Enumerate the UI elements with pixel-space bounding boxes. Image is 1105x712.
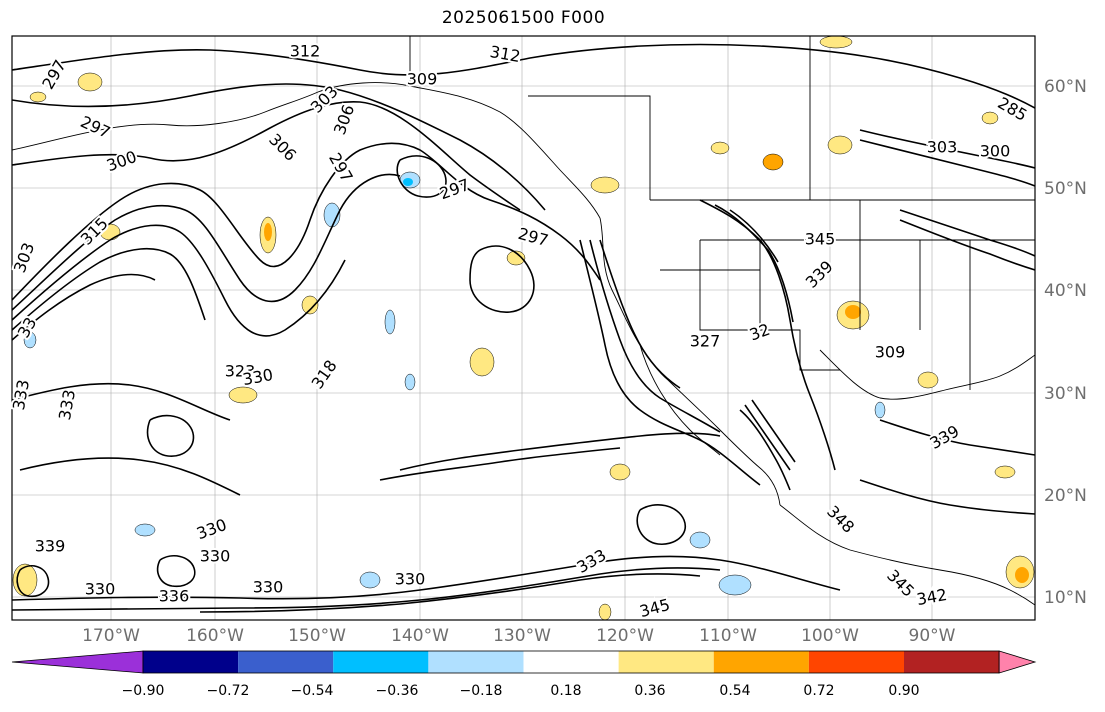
colorbar-segment — [143, 651, 239, 673]
map-background — [12, 36, 1035, 620]
contour-label: 323 — [225, 362, 256, 381]
colorbar-segment — [713, 651, 809, 673]
colorbar-tick-label: 0.54 — [719, 683, 751, 699]
lon-label-150w: 150°W — [288, 626, 346, 646]
colorbar-extend-right — [998, 650, 1037, 674]
lat-label-40n: 40°N — [1044, 281, 1087, 301]
lon-label-110w: 110°W — [699, 626, 757, 646]
lon-label-100w: 100°W — [801, 626, 859, 646]
colorbar-segment — [428, 651, 524, 673]
colorbar-tick-label: 0.36 — [634, 683, 666, 699]
lat-label-50n: 50°N — [1044, 179, 1087, 199]
isentrope-contours — [12, 43, 1035, 613]
lat-label-10n: 10°N — [1044, 588, 1087, 608]
colorbar-tick-label: −0.90 — [121, 683, 165, 699]
lon-label-160w: 160°W — [186, 626, 244, 646]
colorbar-extend-left — [11, 650, 144, 674]
contour-label: 309 — [875, 343, 906, 362]
colorbar-tick-label: −0.18 — [459, 683, 503, 699]
lat-label-60n: 60°N — [1044, 77, 1087, 97]
lat-label-20n: 20°N — [1044, 486, 1087, 506]
lon-label-130w: 130°W — [493, 626, 551, 646]
map-frame — [11, 35, 1036, 621]
map-title: 2025061500 F000 — [441, 8, 606, 28]
colorbar-tick-label: −0.54 — [290, 683, 334, 699]
contour-label: 345 — [805, 230, 836, 249]
colorbar — [11, 650, 1037, 674]
colorbar-tick-label: −0.72 — [206, 683, 250, 699]
contour-label: 330 — [253, 578, 284, 597]
colorbar-tick-label: 0.72 — [803, 683, 835, 699]
lon-label-120w: 120°W — [596, 626, 654, 646]
colorbar-tick-label: 0.90 — [888, 683, 920, 699]
colorbar-outline — [142, 650, 1000, 674]
contour-label: 330 — [395, 570, 426, 589]
colorbar-segment — [333, 651, 429, 673]
contour-label: 303 — [927, 138, 958, 157]
contour-label: 330 — [85, 580, 116, 599]
colorbar-tick-label: 0.18 — [550, 683, 582, 699]
colorbar-segment — [618, 651, 714, 673]
contour-label: 330 — [200, 547, 231, 566]
contour-label: 336 — [159, 587, 190, 606]
lon-label-90w: 90°W — [908, 626, 956, 646]
colorbar-segment — [808, 651, 904, 673]
graticule — [12, 36, 1035, 620]
lon-label-170w: 170°W — [82, 626, 140, 646]
colorbar-segment — [904, 651, 1000, 673]
contour-label: 312 — [290, 42, 321, 61]
contour-label: 327 — [690, 332, 721, 351]
lon-label-140w: 140°W — [391, 626, 449, 646]
lat-label-30n: 30°N — [1044, 384, 1087, 404]
colorbar-segment — [523, 651, 619, 673]
contour-label: 300 — [980, 142, 1011, 161]
contour-label: 339 — [35, 537, 66, 556]
contour-label: 309 — [407, 70, 438, 89]
colorbar-segment — [238, 651, 334, 673]
colorbar-tick-label: −0.36 — [375, 683, 419, 699]
